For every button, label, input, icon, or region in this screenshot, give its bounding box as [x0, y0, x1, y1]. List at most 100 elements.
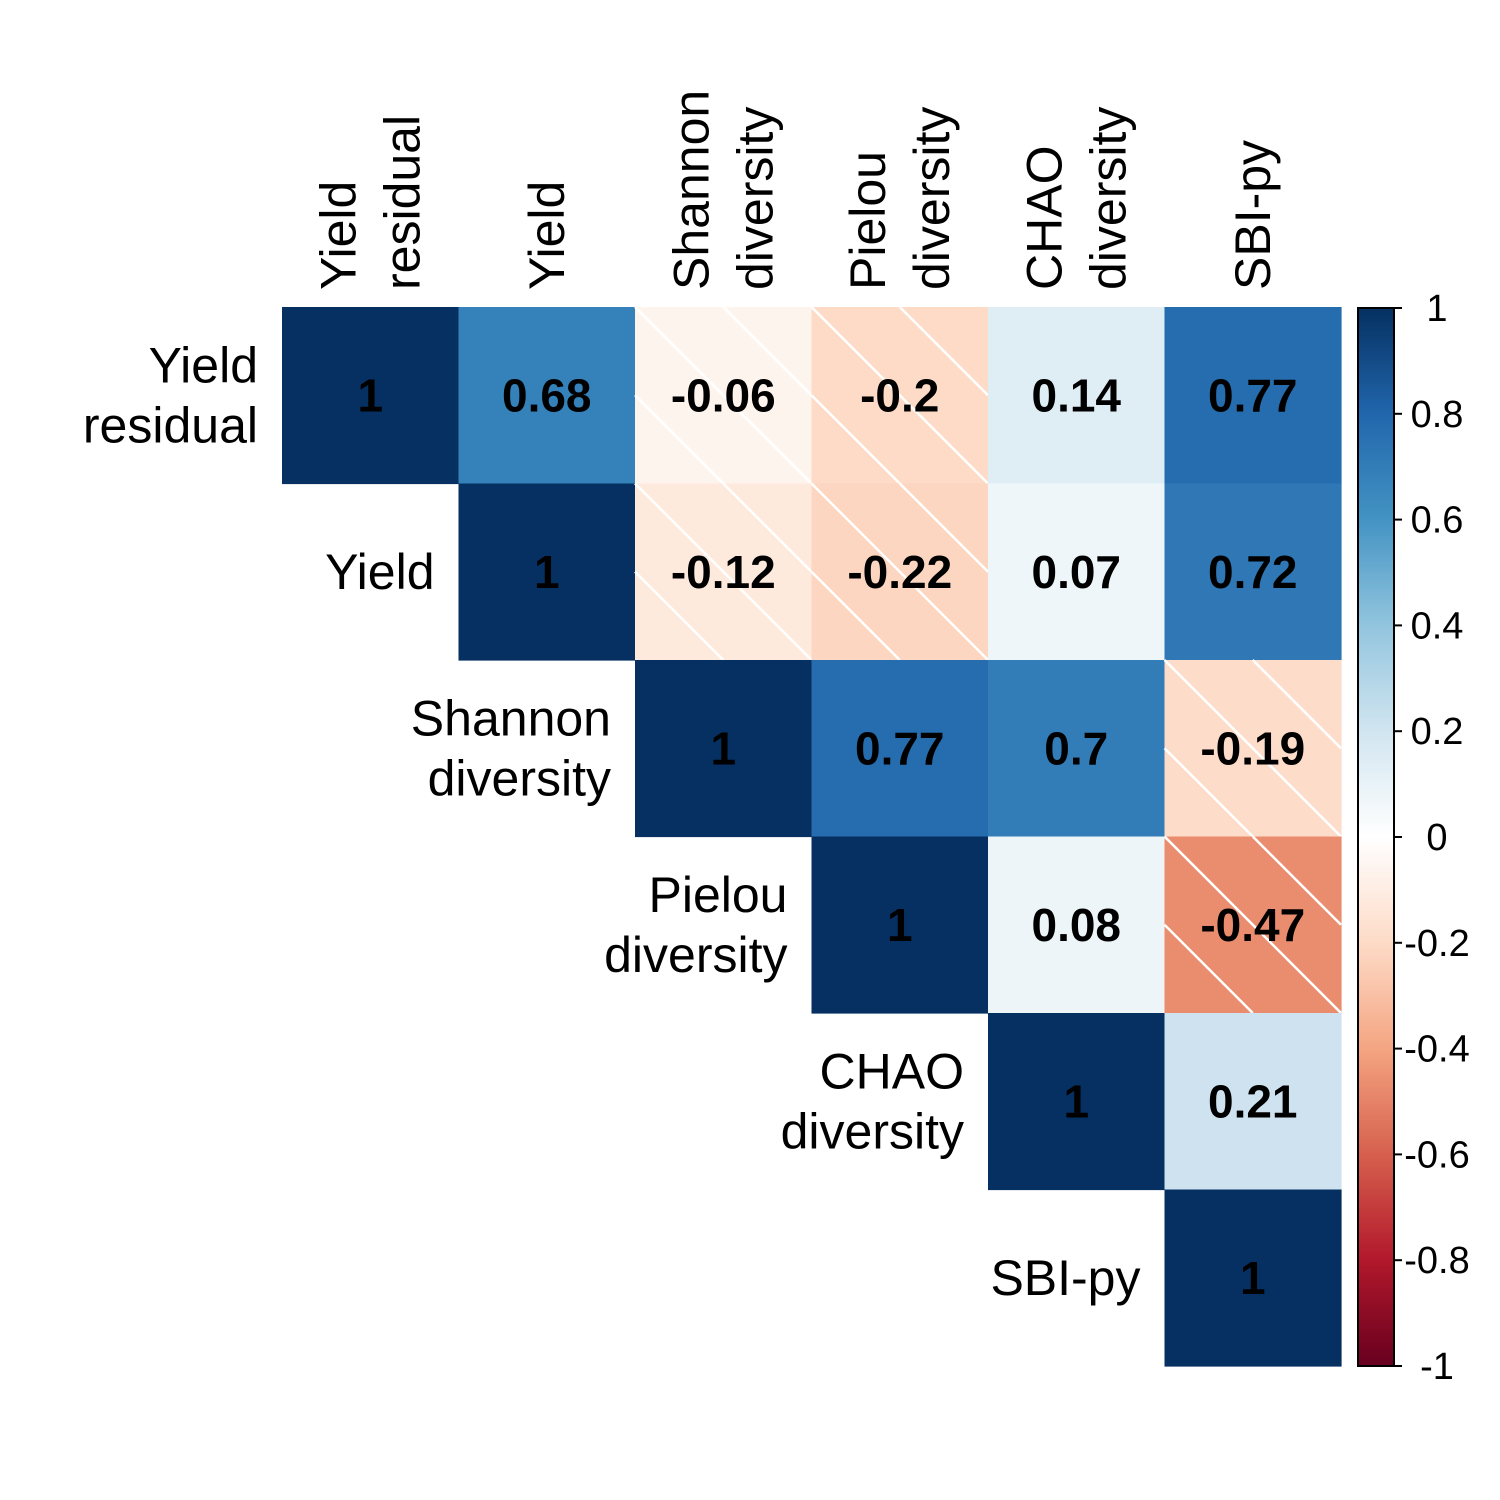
column-label-line: Pielou: [840, 151, 896, 290]
heatmap-cell: 1: [988, 1013, 1166, 1191]
cell-fill: [1164, 1189, 1342, 1367]
cell-value-label: 0.07: [1031, 546, 1121, 598]
heatmap-cell: 0.72: [1164, 483, 1342, 661]
cell-fill: [282, 307, 460, 485]
heatmap-cell: 0.21: [1164, 1013, 1342, 1191]
cell-hatch: [634, 482, 813, 661]
cell-fill: [1164, 1013, 1342, 1191]
cell-value-label: 0.77: [1208, 369, 1298, 421]
cell-hatch: [634, 306, 813, 485]
cell-hatch: [1163, 659, 1342, 838]
colorbar-tick-label: -0.6: [1404, 1134, 1469, 1176]
hatch-line: [634, 482, 813, 661]
heatmap-cell: -0.47: [1163, 835, 1342, 1014]
colorbar-tick-label: -0.2: [1404, 923, 1469, 965]
cell-fill: [988, 307, 1166, 485]
column-label-line: Shannon: [663, 90, 719, 290]
row-label: Yield residual: [83, 337, 258, 453]
column-label-text: Pielou diversity: [840, 107, 960, 290]
column-label-line: Yield: [310, 181, 366, 290]
heatmap-cell: 0.07: [988, 483, 1166, 661]
column-label-line: diversity: [727, 107, 783, 290]
cell-value-label: 0.68: [502, 369, 592, 421]
row-label-line: diversity: [604, 927, 787, 983]
heatmap-cell: 1: [282, 307, 460, 485]
colorbar-tick-label: 0.2: [1411, 711, 1464, 753]
column-label: Pielou diversity: [840, 107, 960, 290]
row-label-line: diversity: [428, 750, 611, 806]
cell-fill: [458, 483, 636, 661]
cell-hatch: [810, 482, 989, 661]
cell-value-label: -0.12: [671, 546, 776, 598]
colorbar-tick-label: 1: [1426, 288, 1447, 330]
hatch-line: [722, 306, 813, 397]
heatmap-cell: 0.68: [458, 307, 636, 485]
heatmap-cell: 0.77: [1164, 307, 1342, 485]
cell-hatch: [810, 306, 989, 485]
cell-value-label: 0.21: [1208, 1075, 1298, 1127]
column-label-line: Yield: [519, 181, 575, 290]
column-label-line: residual: [374, 115, 430, 290]
cell-fill: [988, 660, 1166, 838]
colorbar-tick-label: -1: [1420, 1346, 1454, 1388]
cell-fill: [811, 660, 989, 838]
colorbar-tick-label: 0.8: [1411, 394, 1464, 436]
cell-value-label: 1: [1240, 1252, 1266, 1304]
hatch-line: [1163, 747, 1254, 838]
cell-value-label: 1: [887, 899, 913, 951]
row-label-line: Pielou: [649, 867, 788, 923]
heatmap-cell: -0.2: [810, 306, 989, 485]
cell-value-label: 0.72: [1208, 546, 1298, 598]
hatch-line: [722, 482, 813, 573]
cell-value-label: 1: [1063, 1075, 1089, 1127]
heatmap-cells: 1 0.68 -0.06 -0.2 0.14 0.77 1 -0.12 -0.22 0.07 0.7…: [282, 306, 1342, 1367]
row-label: SBI-py: [990, 1250, 1140, 1306]
column-label: Yield residual: [310, 115, 430, 290]
colorbar-tick-label: -0.8: [1404, 1240, 1469, 1282]
heatmap-cell: 0.77: [811, 660, 989, 838]
cell-fill: [988, 1013, 1166, 1191]
column-label: Yield: [519, 181, 575, 290]
hatch-line: [810, 394, 901, 485]
cell-value-label: 1: [357, 369, 383, 421]
colorbar-tick-label: 0: [1426, 817, 1447, 859]
row-label: CHAO diversity: [781, 1043, 964, 1159]
cell-value-label: -0.06: [671, 369, 776, 421]
hatch-line: [634, 306, 813, 485]
column-label: Shannon diversity: [663, 90, 783, 290]
hatch-line: [634, 570, 725, 661]
row-label-line: Shannon: [411, 690, 611, 746]
column-label-text: Yield: [519, 181, 575, 290]
colorbar-tick-label: 0.6: [1411, 500, 1464, 542]
heatmap-cell: -0.06: [634, 306, 813, 485]
row-label-line: diversity: [781, 1103, 964, 1159]
column-label: CHAO diversity: [1016, 107, 1136, 290]
colorbar-gradient: [1357, 307, 1395, 1367]
row-label: Shannon diversity: [411, 690, 611, 806]
colorbar-tick-label: 0.4: [1411, 605, 1464, 647]
heatmap-cell: 1: [1164, 1189, 1342, 1367]
column-label-line: diversity: [1080, 107, 1136, 290]
hatch-line: [898, 306, 989, 397]
cell-fill: [1164, 483, 1342, 661]
column-label-text: Yield residual: [310, 115, 430, 290]
hatch-line: [1251, 835, 1342, 926]
hatch-line: [1163, 923, 1254, 1014]
cell-value-label: 1: [534, 546, 560, 598]
cell-value-label: -0.22: [847, 546, 952, 598]
cell-fill: [811, 836, 989, 1014]
heatmap-cell: -0.19: [1163, 659, 1342, 838]
row-label-line: SBI-py: [990, 1250, 1140, 1306]
cell-fill: [1164, 307, 1342, 485]
hatch-line: [810, 482, 989, 661]
colorbar-tick-label: -0.4: [1404, 1029, 1469, 1071]
row-label-line: Yield: [149, 337, 258, 393]
heatmap-cell: -0.22: [810, 482, 989, 661]
row-label-line: Yield: [325, 544, 434, 600]
hatch-line: [1251, 659, 1342, 750]
column-label-line: diversity: [904, 107, 960, 290]
cell-value-label: 0.7: [1044, 722, 1108, 774]
cell-value-label: -0.19: [1200, 722, 1305, 774]
